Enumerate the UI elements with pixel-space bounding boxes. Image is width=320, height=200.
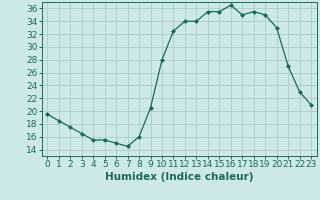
X-axis label: Humidex (Indice chaleur): Humidex (Indice chaleur) bbox=[105, 172, 253, 182]
